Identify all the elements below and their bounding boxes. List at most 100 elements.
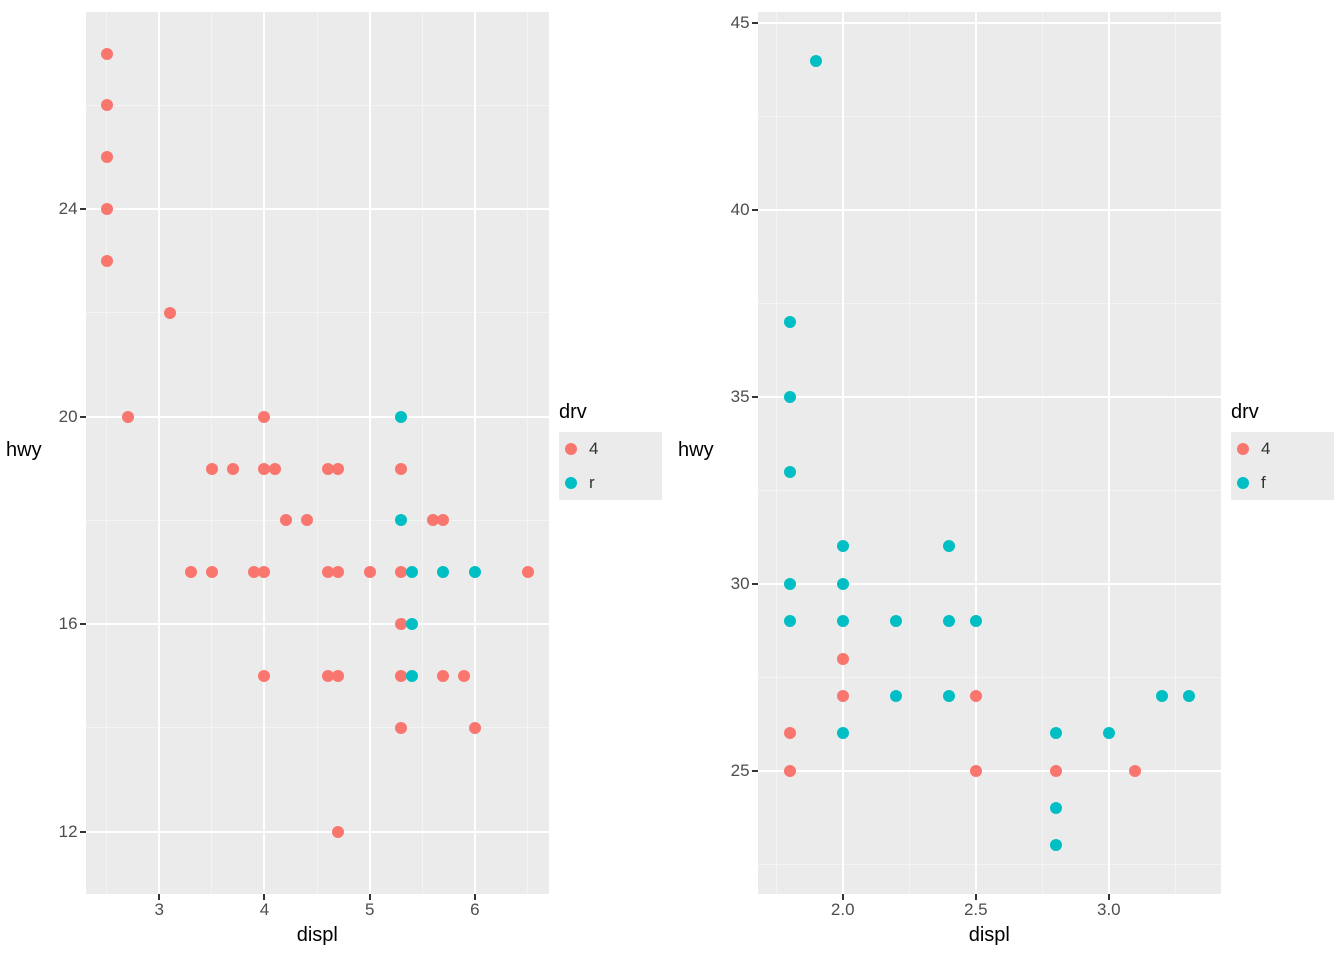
x-tick-label: 6 — [470, 900, 479, 920]
data-point — [837, 578, 849, 590]
gridline-minor — [106, 12, 107, 894]
data-point — [810, 55, 822, 67]
legend-swatch-icon — [1237, 477, 1249, 489]
gridline-minor — [758, 864, 1221, 865]
legend-title: drv — [559, 401, 662, 424]
data-point — [364, 566, 376, 578]
legend: drv4f — [1229, 0, 1344, 960]
data-point — [458, 670, 470, 682]
data-point — [258, 411, 270, 423]
y-tick-label: 24 — [59, 199, 78, 219]
data-point — [1103, 727, 1115, 739]
gridline — [474, 12, 476, 894]
gridline — [369, 12, 371, 894]
data-point — [1050, 802, 1062, 814]
x-tick-row: 2.02.53.0 — [758, 894, 1221, 924]
y-tick-label: 25 — [731, 761, 750, 781]
x-tick-row: 3456 — [86, 894, 549, 924]
y-tick-label: 16 — [59, 614, 78, 634]
legend-item: r — [559, 466, 662, 500]
legend-swatch-icon — [565, 443, 577, 455]
y-tick-label: 45 — [731, 13, 750, 33]
data-point — [101, 99, 113, 111]
data-point — [406, 566, 418, 578]
y-axis-area: hwy2530354045 — [672, 0, 758, 960]
legend-items: 4r — [559, 432, 662, 500]
data-point — [437, 670, 449, 682]
data-point — [837, 615, 849, 627]
data-point — [332, 670, 344, 682]
gridline — [758, 209, 1221, 211]
gridline-minor — [86, 105, 549, 106]
plot-area — [758, 12, 1221, 894]
gridline — [975, 12, 977, 894]
data-point — [837, 540, 849, 552]
data-point — [784, 466, 796, 478]
gridline-minor — [86, 520, 549, 521]
data-point — [784, 765, 796, 777]
data-point — [837, 727, 849, 739]
data-point — [406, 670, 418, 682]
legend-items: 4f — [1231, 432, 1334, 500]
data-point — [469, 566, 481, 578]
data-point — [1050, 765, 1062, 777]
data-point — [784, 316, 796, 328]
data-point — [206, 566, 218, 578]
data-point — [784, 727, 796, 739]
data-point — [406, 618, 418, 630]
gridline — [758, 396, 1221, 398]
data-point — [943, 540, 955, 552]
legend-label: 4 — [1261, 439, 1270, 459]
y-axis-label: hwy — [672, 439, 718, 522]
data-point — [395, 463, 407, 475]
x-tick-label: 4 — [260, 900, 269, 920]
gridline-minor — [758, 116, 1221, 117]
data-point — [101, 48, 113, 60]
data-point — [784, 391, 796, 403]
legend-swatch-icon — [1237, 443, 1249, 455]
data-point — [970, 615, 982, 627]
legend: drv 4r — [557, 0, 672, 960]
data-point — [122, 411, 134, 423]
gridline — [263, 12, 265, 894]
gridline-minor — [211, 12, 212, 894]
gridline-minor — [422, 12, 423, 894]
legend-item: 4 — [1231, 432, 1334, 466]
y-tick-label: 20 — [59, 407, 78, 427]
data-point — [206, 463, 218, 475]
data-point — [1183, 690, 1195, 702]
gridline — [758, 583, 1221, 585]
data-point — [227, 463, 239, 475]
data-point — [280, 514, 292, 526]
data-point — [784, 578, 796, 590]
gridline-minor — [527, 12, 528, 894]
data-point — [395, 514, 407, 526]
gridline — [842, 12, 844, 894]
plot-column: 2.02.53.0displ — [758, 0, 1229, 960]
data-point — [784, 615, 796, 627]
chart-panel-left: hwy121620243456displdrv4r — [0, 0, 672, 960]
gridline-minor — [909, 12, 910, 894]
data-point — [395, 722, 407, 734]
data-point — [269, 463, 281, 475]
data-point — [1156, 690, 1168, 702]
legend-item: f — [1231, 466, 1334, 500]
data-point — [837, 690, 849, 702]
gridline — [86, 831, 549, 833]
data-point — [332, 566, 344, 578]
data-point — [1129, 765, 1141, 777]
data-point — [258, 566, 270, 578]
legend-title: drv — [1231, 401, 1334, 424]
legend-label: f — [1261, 473, 1266, 493]
x-axis-label: displ — [86, 924, 549, 960]
data-point — [101, 255, 113, 267]
gridline-minor — [758, 490, 1221, 491]
data-point — [164, 307, 176, 319]
x-tick-label: 3.0 — [1097, 900, 1121, 920]
data-point — [890, 690, 902, 702]
y-tick-label: 12 — [59, 822, 78, 842]
data-point — [469, 722, 481, 734]
legend-label: r — [589, 473, 595, 493]
gridline-minor — [1175, 12, 1176, 894]
data-point — [970, 690, 982, 702]
